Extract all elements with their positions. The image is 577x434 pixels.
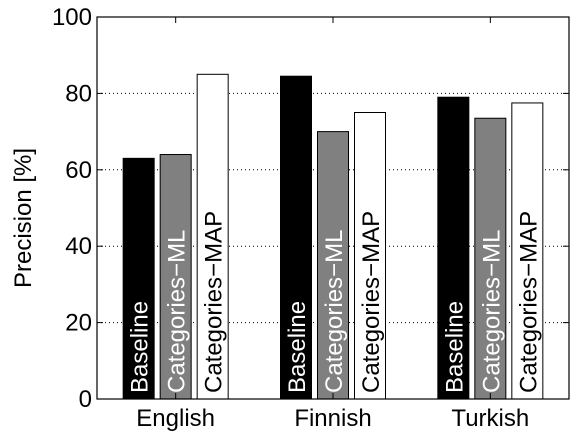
- bar: [474, 117, 507, 400]
- y-tick-label: 20: [65, 310, 92, 337]
- y-tick-label: 100: [52, 4, 92, 31]
- bar: [196, 73, 229, 400]
- bar-series-label: Categories−MAP: [201, 211, 228, 393]
- plot-frame: [96, 16, 570, 400]
- bars: Baseline Categories−ML Categories−MAP Basel…: [122, 73, 544, 400]
- y-tick-label: 0: [79, 386, 92, 413]
- bar-series-label: Categories−ML: [164, 230, 191, 393]
- y-tick-label: 80: [65, 80, 92, 107]
- bar-series-label: Baseline: [441, 301, 468, 393]
- bar-series-label: Categories−MAP: [358, 211, 385, 393]
- bar: [354, 112, 386, 400]
- bar-series-label: Categories−ML: [478, 230, 505, 393]
- y-tick-label: 60: [65, 157, 92, 184]
- x-category-label: English: [136, 405, 215, 432]
- bar-series-label: Baseline: [127, 301, 154, 393]
- x-category-label: Turkish: [451, 405, 529, 432]
- bar: [280, 75, 312, 400]
- x-category-label: Finnish: [294, 405, 371, 432]
- y-axis-label: Precision [%]: [10, 148, 37, 288]
- y-tick-label: 40: [65, 233, 92, 260]
- bar-series-label: Baseline: [284, 301, 311, 393]
- axes: 0 20 40 60 80 100 English Finnish Turkish: [52, 4, 570, 432]
- bar-series-label: Categories−ML: [321, 230, 348, 393]
- bar: [511, 102, 544, 400]
- bar: [159, 154, 192, 400]
- bar: [437, 96, 470, 400]
- bar-series-label: Categories−MAP: [515, 211, 542, 393]
